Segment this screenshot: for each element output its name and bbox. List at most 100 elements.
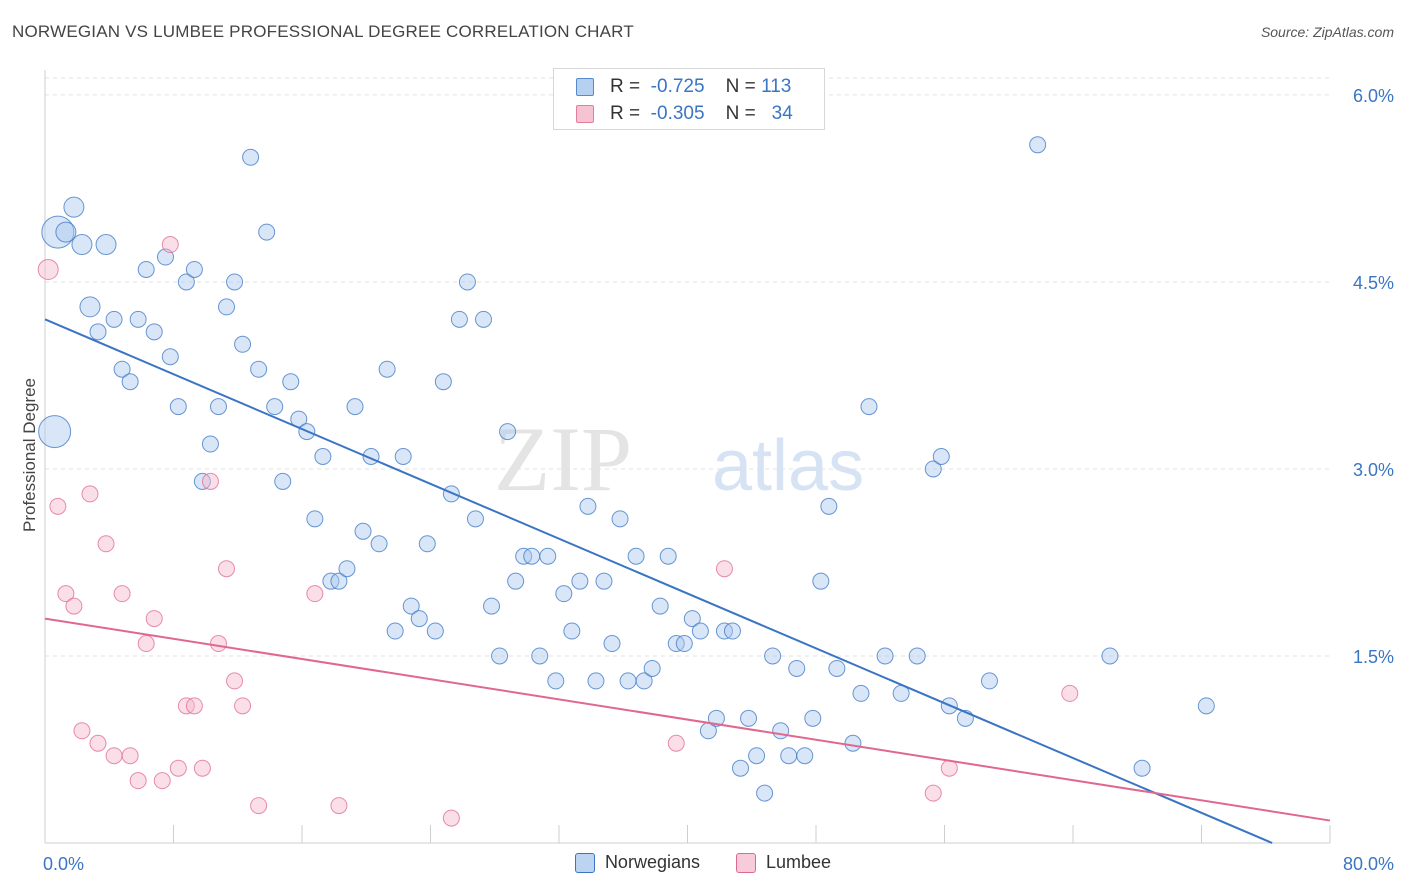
- norwegian-point: [547, 672, 565, 690]
- norwegian-point: [89, 323, 107, 341]
- lumbee-point: [37, 258, 59, 280]
- norwegian-point: [571, 572, 589, 590]
- norwegian-point: [780, 747, 798, 765]
- legend-swatch-pink: [576, 105, 594, 123]
- norwegian-point: [338, 560, 356, 578]
- legend-row-lumbee: R = -0.305 N = 34: [576, 103, 793, 125]
- norwegian-point: [675, 635, 693, 653]
- legend-n-value: 34: [771, 103, 793, 124]
- source-label: Source: ZipAtlas.com: [1260, 24, 1394, 40]
- norwegian-point: [483, 597, 501, 615]
- norwegian-point: [844, 734, 862, 752]
- lumbee-point: [129, 772, 147, 790]
- lumbee-point: [161, 236, 179, 254]
- norwegian-point: [282, 373, 300, 391]
- y-tick-label: 1.5%: [1353, 647, 1394, 667]
- norwegian-point: [402, 597, 420, 615]
- norwegian-point: [1029, 136, 1047, 154]
- chart-title: NORWEGIAN VS LUMBEE PROFESSIONAL DEGREE …: [12, 22, 634, 41]
- legend-label-lumbee: Lumbee: [765, 852, 832, 872]
- legend-item-norwegians: Norwegians: [574, 852, 700, 873]
- norwegian-point: [635, 672, 653, 690]
- norwegian-point: [113, 360, 131, 378]
- norwegian-point: [876, 647, 894, 665]
- lumbee-point: [113, 585, 131, 603]
- lumbee-point: [667, 734, 685, 752]
- norwegian-point: [418, 535, 436, 553]
- lumbee-point: [73, 722, 91, 740]
- norwegian-point: [426, 622, 444, 640]
- norwegians-trend-line: [44, 318, 1273, 844]
- watermark-atlas: atlas: [712, 426, 864, 506]
- norwegian-point: [169, 398, 187, 416]
- norwegian-point: [242, 148, 260, 166]
- norwegian-point: [932, 448, 950, 465]
- lumbee-point: [89, 734, 107, 752]
- norwegian-point: [121, 373, 139, 391]
- lumbee-point: [1061, 684, 1079, 702]
- lumbee-point: [218, 560, 236, 578]
- norwegian-point: [740, 709, 758, 727]
- norwegian-point: [772, 722, 790, 740]
- norwegian-point: [627, 547, 645, 565]
- legend-r-label: R =: [610, 103, 641, 124]
- lumbee-point: [193, 759, 211, 777]
- lumbee-point: [145, 610, 163, 628]
- norwegian-point: [812, 572, 830, 590]
- lumbee-point: [49, 497, 67, 515]
- norwegian-point: [177, 273, 195, 291]
- lumbee-point: [105, 747, 123, 765]
- norwegian-point: [330, 572, 348, 590]
- lumbee-point: [306, 585, 324, 603]
- lumbee-point: [137, 635, 155, 653]
- legend-n-value: 113: [761, 76, 792, 97]
- norwegian-point: [434, 373, 452, 391]
- norwegian-point: [852, 684, 870, 702]
- lumbee-point: [81, 485, 99, 503]
- norwegian-point: [683, 610, 701, 628]
- norwegian-point: [723, 622, 741, 640]
- lumbee-point: [97, 535, 115, 553]
- norwegian-point: [442, 485, 460, 503]
- norwegian-point: [79, 296, 101, 318]
- norwegian-point: [63, 196, 85, 218]
- norwegian-point: [732, 759, 750, 777]
- y-tick-label: 4.5%: [1353, 273, 1394, 293]
- y-tick-label: 3.0%: [1353, 460, 1394, 480]
- grid-lines: [45, 77, 1330, 657]
- norwegian-point: [266, 398, 284, 416]
- lumbee-point: [57, 585, 75, 603]
- lumbee-point: [209, 635, 227, 653]
- norwegian-point: [145, 323, 163, 341]
- norwegian-point: [908, 647, 926, 665]
- norwegian-point: [828, 659, 846, 677]
- legend-n-label: N =: [725, 103, 756, 124]
- tick-labels: 1.5% 3.0% 4.5% 6.0% 0.0% 80.0%: [43, 86, 1394, 874]
- norwegian-point: [55, 221, 77, 243]
- norwegian-point: [603, 635, 621, 653]
- norwegian-point: [788, 659, 806, 677]
- norwegian-point: [346, 398, 364, 416]
- norwegian-point: [137, 260, 155, 278]
- norwegian-point: [491, 647, 509, 665]
- norwegian-point: [1133, 759, 1151, 777]
- norwegian-point: [258, 223, 276, 241]
- lumbee-point: [924, 784, 942, 802]
- norwegian-point: [507, 572, 525, 590]
- y-tick-label: 6.0%: [1353, 86, 1394, 106]
- norwegian-point: [306, 510, 324, 528]
- legend-label-norwegians: Norwegians: [604, 852, 700, 872]
- norwegian-point: [410, 610, 428, 628]
- norwegian-point: [707, 709, 725, 727]
- norwegian-point: [619, 672, 637, 690]
- norwegian-point: [386, 622, 404, 640]
- norwegian-point: [764, 647, 782, 665]
- norwegian-point: [250, 360, 268, 378]
- norwegian-point: [378, 360, 396, 378]
- lumbee-point: [121, 747, 139, 765]
- norwegian-point: [691, 622, 709, 640]
- watermark: ZIP atlas: [494, 408, 864, 510]
- norwegian-point: [71, 234, 93, 256]
- norwegian-point: [643, 659, 661, 677]
- norwegian-point: [314, 448, 332, 465]
